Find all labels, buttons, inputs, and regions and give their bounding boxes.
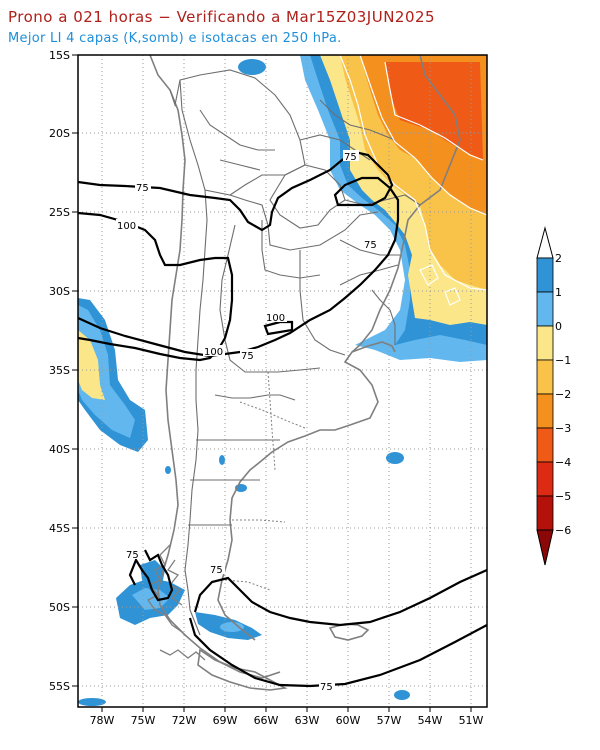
legend-label: −3: [555, 422, 571, 435]
isotach-75-north: [77, 150, 400, 358]
map-title: Prono a 021 horas − Verificando a Mar15Z…: [8, 8, 436, 26]
lat-label: 20S: [49, 127, 70, 140]
legend-label: −5: [555, 490, 571, 503]
lat-label: 40S: [49, 443, 70, 456]
legend-swatch: [536, 325, 554, 361]
li-blob: [394, 690, 410, 700]
li-contour-lines: [339, 54, 488, 306]
lat-label: 55S: [49, 680, 70, 693]
legend-label: 2: [555, 252, 562, 265]
lat-label: 35S: [49, 364, 70, 377]
legend-swatch: [536, 257, 554, 293]
isotach-label: 75: [344, 152, 357, 163]
isotach-label: 100: [204, 347, 223, 358]
li-blob: [78, 698, 106, 706]
map-subtitle: Mejor LI 4 capas (K,somb) e isotacas en …: [8, 31, 342, 46]
legend-swatch: [536, 291, 554, 327]
isotach-label: 75: [320, 682, 333, 693]
axis-ticks: [72, 54, 472, 712]
legend-top-arrow: [536, 226, 554, 259]
lon-label: 57W: [377, 714, 402, 727]
lon-label: 78W: [90, 714, 115, 727]
political-borders: [169, 69, 421, 636]
isotach-label: 75: [126, 550, 139, 561]
li-patch-sea-light: [220, 622, 244, 632]
lat-label: 45S: [49, 522, 70, 535]
color-legend: 2 1 0 −1 −2 −3 −4 −5 −6: [536, 226, 571, 566]
li-blob: [238, 59, 266, 75]
li-patch-chile-light: [78, 305, 135, 438]
lat-label: 50S: [49, 601, 70, 614]
isotach-labels: 75 75 75 100 100 100 75 75 75 75: [116, 150, 379, 693]
isotach-75-far-south: [188, 617, 488, 688]
lon-label: 51W: [459, 714, 484, 727]
li-blob: [386, 452, 404, 464]
lat-label: 30S: [49, 285, 70, 298]
coastlines: [149, 54, 461, 691]
legend-label: −4: [555, 456, 571, 469]
legend-bottom-arrow: [536, 529, 554, 566]
lon-label: 72W: [172, 714, 197, 727]
legend-label: −6: [555, 524, 571, 537]
isotach-label: 75: [210, 565, 223, 576]
isotach-label: 100: [266, 313, 285, 324]
lon-label: 54W: [418, 714, 443, 727]
li-blob: [165, 466, 171, 474]
li-shading: [78, 55, 487, 706]
isotach-label: 75: [241, 351, 254, 362]
isotach-100-west: [77, 211, 234, 362]
lat-label: 25S: [49, 206, 70, 219]
isotach-75-patagonia: [193, 568, 488, 627]
isotach-label: 100: [117, 221, 136, 232]
legend-swatch: [536, 359, 554, 395]
lon-label: 60W: [336, 714, 361, 727]
lat-labels: 15S 20S 25S 30S 35S 40S 45S 50S 55S: [49, 49, 70, 693]
isotachs: [77, 150, 488, 688]
legend-label: 1: [555, 286, 562, 299]
lon-label: 75W: [131, 714, 156, 727]
lon-labels: 78W 75W 72W 69W 66W 63W 60W 57W 54W 51W: [90, 714, 484, 727]
lon-label: 69W: [213, 714, 238, 727]
isotach-label: 75: [136, 183, 149, 194]
lon-label: 63W: [295, 714, 320, 727]
lat-label: 15S: [49, 49, 70, 62]
map-frame: [77, 54, 488, 708]
legend-swatch: [536, 495, 554, 531]
legend-label: 0: [555, 320, 562, 333]
li-blob: [219, 455, 225, 465]
legend-swatch: [536, 393, 554, 429]
lon-label: 66W: [254, 714, 279, 727]
legend-label: −2: [555, 388, 571, 401]
isotach-label: 75: [364, 240, 377, 251]
province-lines: [224, 371, 306, 591]
isotach-75-south: [128, 549, 174, 602]
legend-swatch: [536, 427, 554, 463]
legend-swatch: [536, 461, 554, 497]
legend-label: −1: [555, 354, 571, 367]
li-patch-chile-yellow: [78, 330, 105, 400]
